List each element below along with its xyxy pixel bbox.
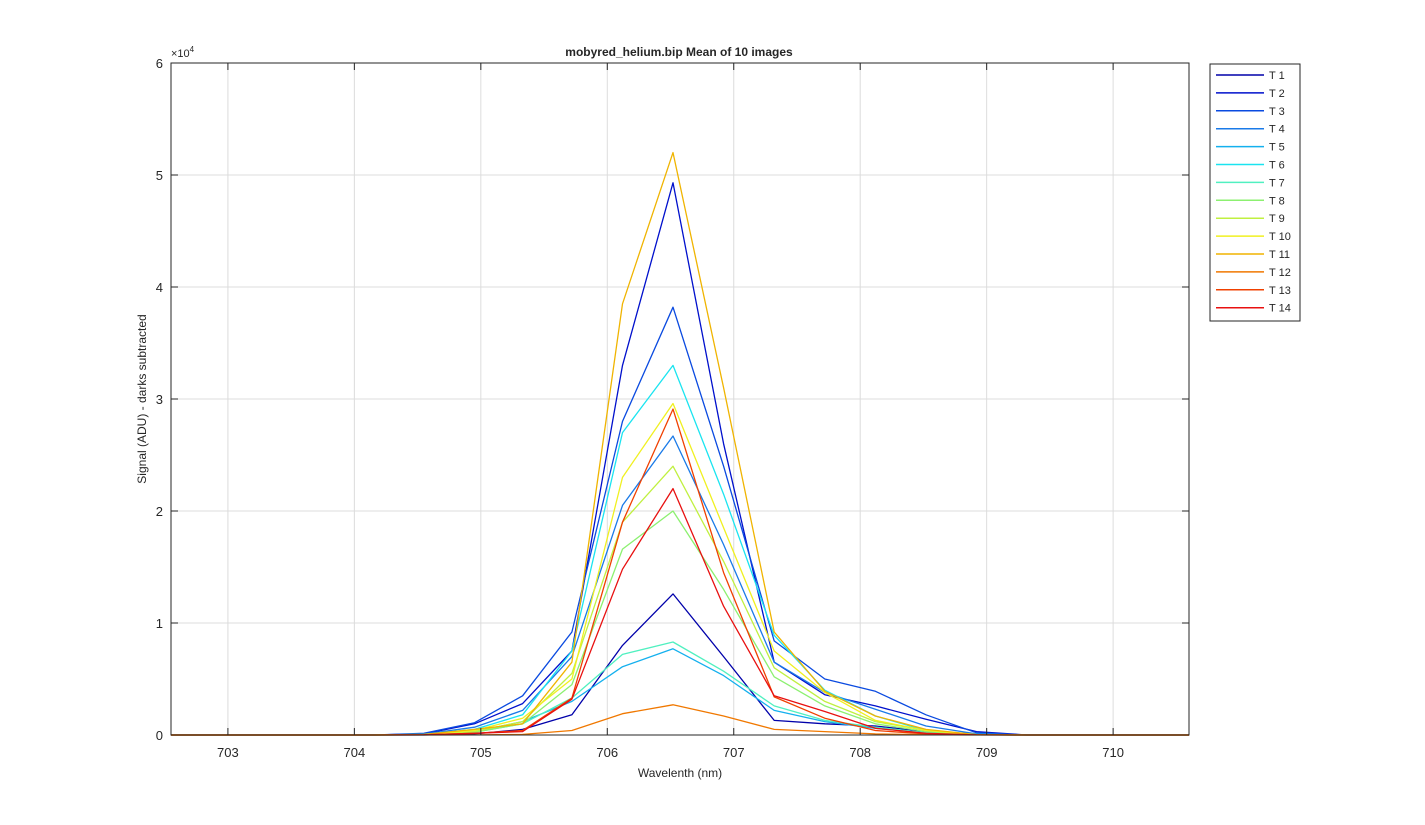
y-exponent-prefix: ×10 [171,48,190,60]
x-axis-label: Wavelenth (nm) [638,766,722,780]
legend-label: T 6 [1269,160,1285,172]
chart-title: mobyred_helium.bip Mean of 10 images [565,45,793,59]
y-exponent-power: 4 [190,45,195,54]
x-tick-label: 706 [596,745,618,760]
y-tick-label: 2 [156,504,163,519]
legend-label: T 13 [1269,285,1291,297]
legend-label: T 7 [1269,177,1285,189]
x-tick-label: 710 [1102,745,1124,760]
x-tick-label: 709 [976,745,998,760]
legend-label: T 1 [1269,70,1285,82]
x-tick-label: 708 [849,745,871,760]
x-tick-label: 707 [723,745,745,760]
legend-label: T 10 [1269,231,1291,243]
legend-label: T 9 [1269,213,1285,225]
y-axis-label: Signal (ADU) - darks subtracted [135,314,149,483]
x-tick-label: 705 [470,745,492,760]
ticks: 703 704 705 706 707 708 709 710 0 1 2 3 4 5 6 [156,56,1189,760]
legend-label: T 11 [1269,249,1290,261]
legend-label: T 12 [1269,267,1291,279]
legend-label: T 4 [1269,124,1285,136]
legend-label: T 14 [1269,303,1291,315]
y-tick-label: 3 [156,392,163,407]
legend-box [1209,63,1301,322]
legend[interactable]: T 1 T 2 T 3 T 4 T 5 T 6 T 7 T 8 T 9 T 10 T 11 T 12 T… [1209,63,1301,322]
legend-label: T 5 [1269,142,1285,154]
x-tick-label: 704 [344,745,366,760]
legend-entries: T 1 T 2 T 3 T 4 T 5 T 6 T 7 T 8 T 9 T 10 T 11 T 12 T… [1216,70,1291,315]
x-tick-label: 703 [217,745,239,760]
y-tick-label: 1 [156,616,163,631]
legend-label: T 2 [1269,88,1285,100]
y-tick-label: 0 [156,728,163,743]
y-exponent-label: ×104 [171,45,195,60]
y-tick-label: 5 [156,168,163,183]
legend-label: T 8 [1269,195,1285,207]
axes: 703 704 705 706 707 708 709 710 0 1 2 3 4 5 6 [156,56,1190,760]
y-tick-label: 4 [156,280,163,295]
y-tick-label: 6 [156,56,163,71]
legend-label: T 3 [1269,106,1285,118]
